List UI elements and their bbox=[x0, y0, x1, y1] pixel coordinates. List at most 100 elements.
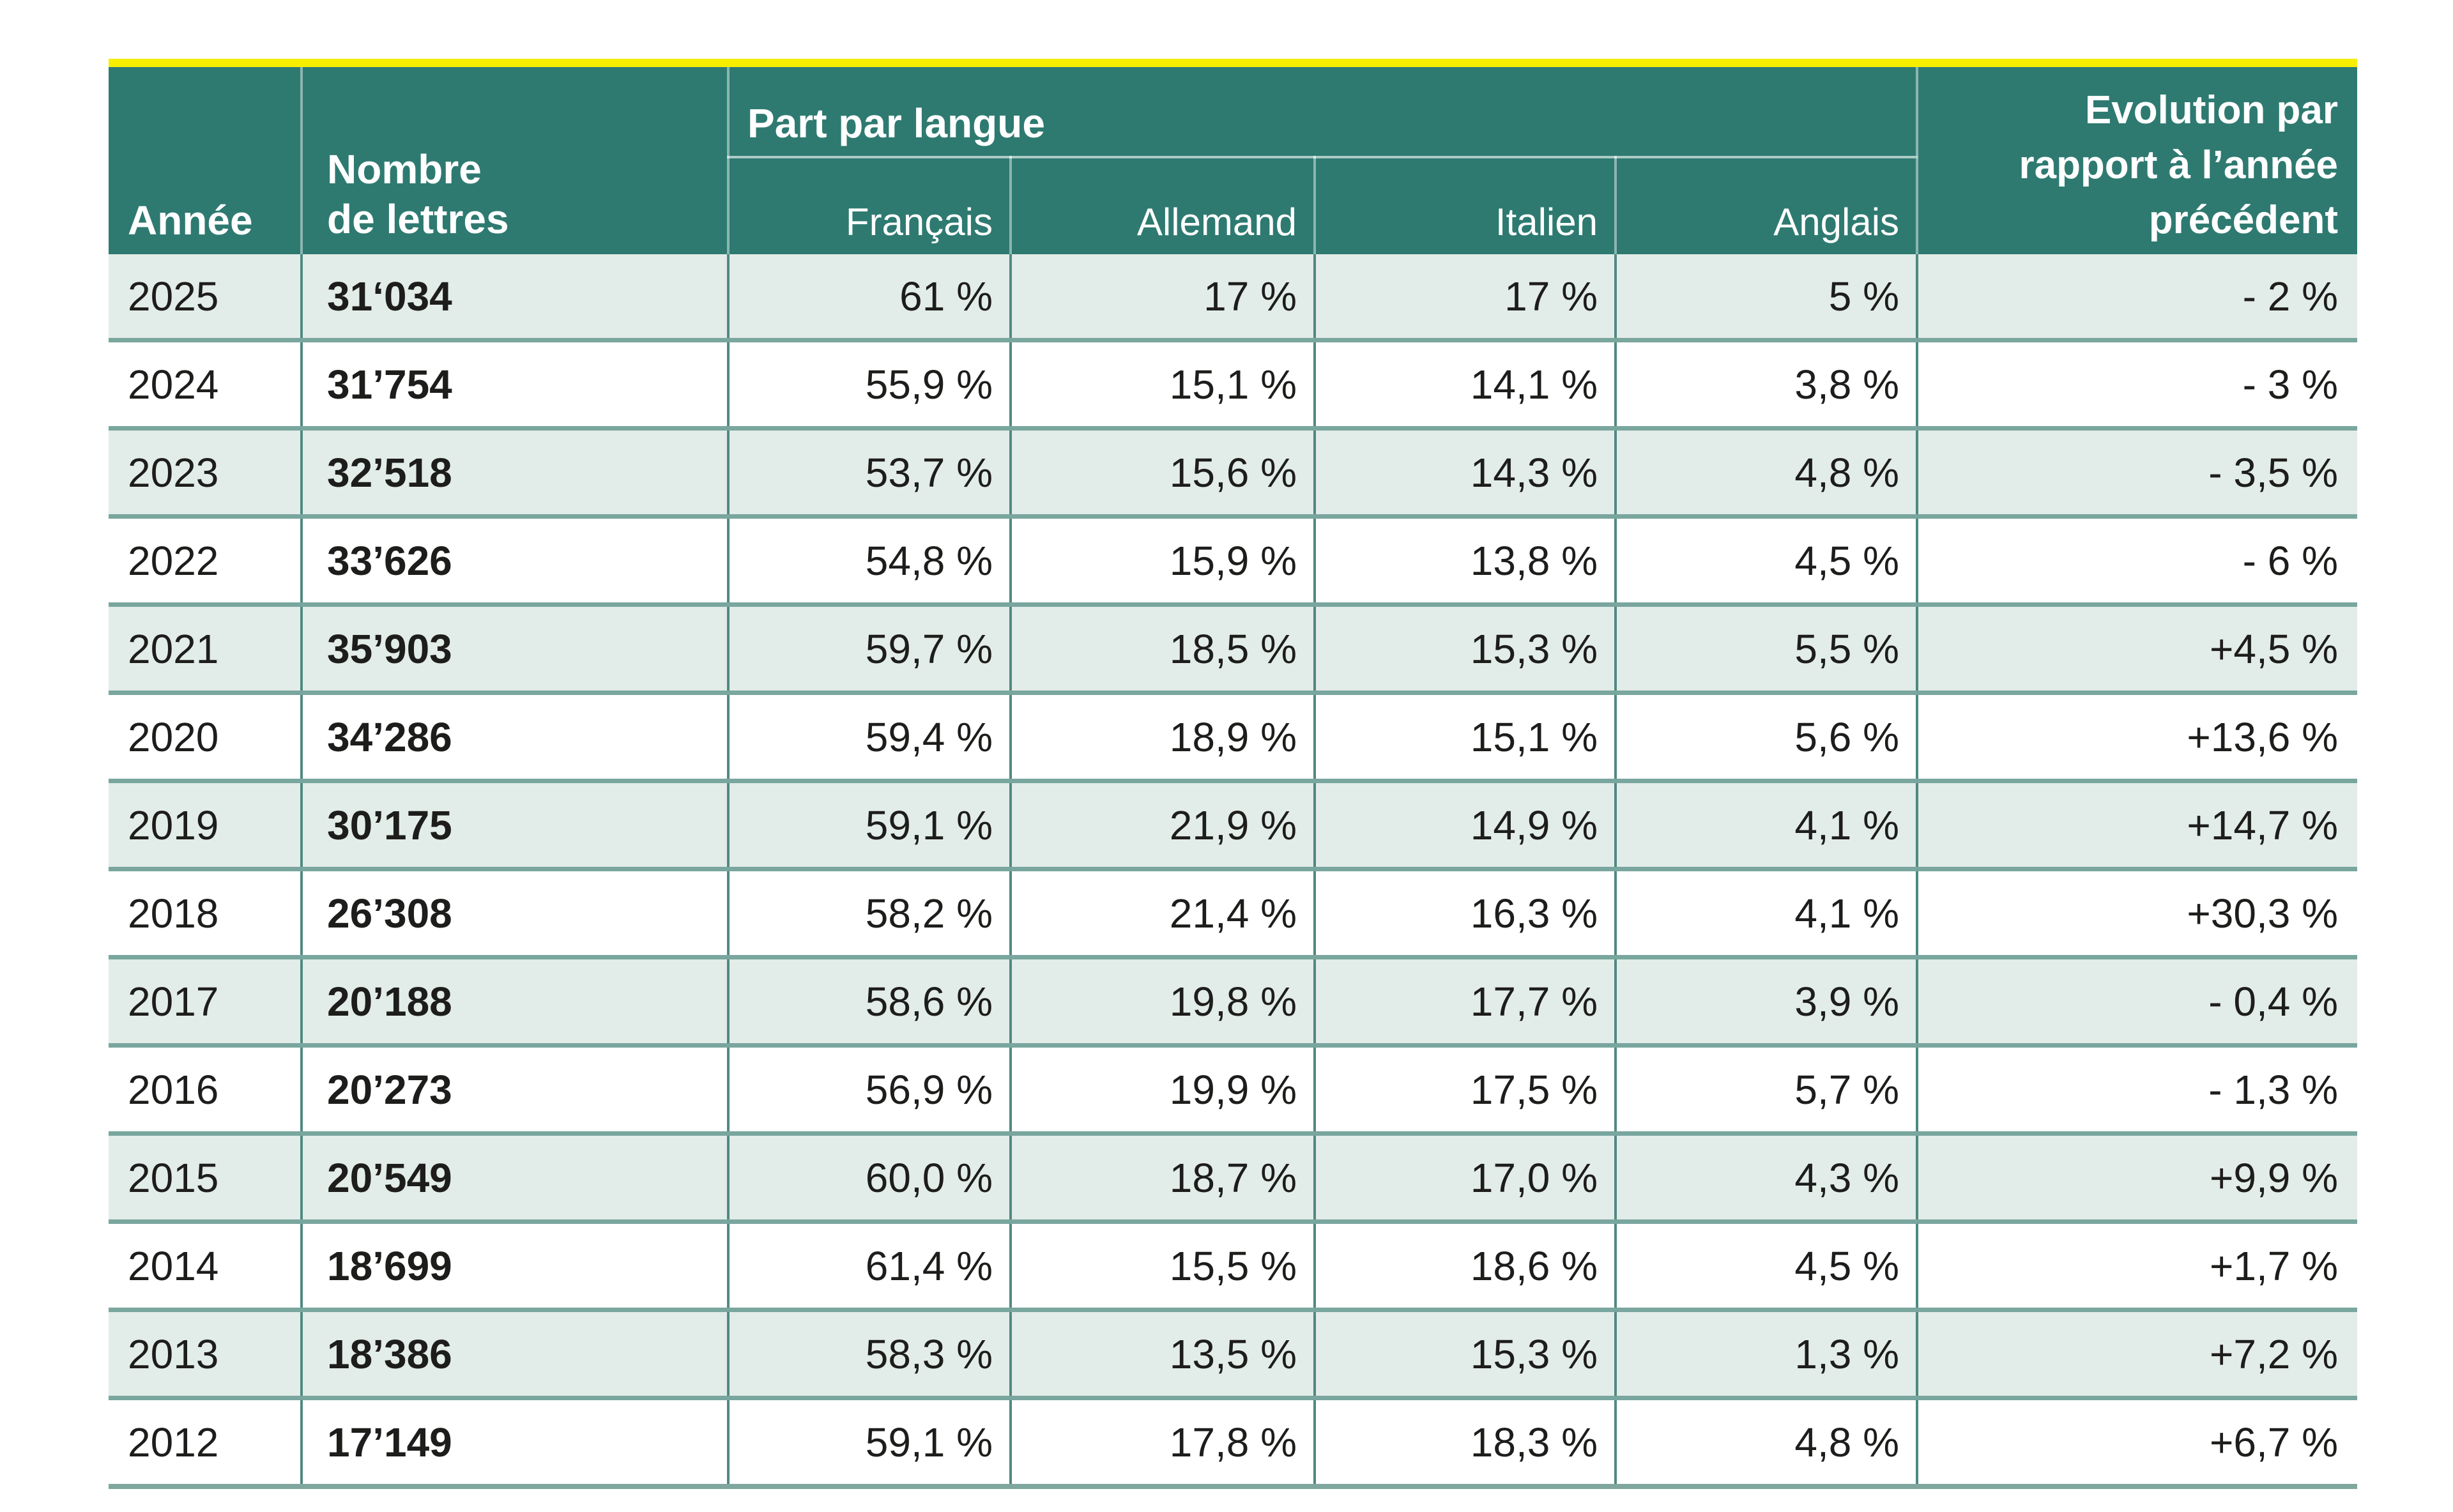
cell-pct-italian: 18,3 % bbox=[1313, 1396, 1616, 1489]
cell-pct-english: 1,3 % bbox=[1614, 1308, 1918, 1398]
cell-pct-italian: 17 % bbox=[1313, 254, 1616, 340]
cell-letter-count: 20’273 bbox=[300, 1043, 728, 1134]
cell-letter-count: 35’903 bbox=[300, 602, 728, 693]
cell-pct-italian: 13,8 % bbox=[1313, 514, 1616, 605]
cell-letter-count: 31‘034 bbox=[300, 254, 728, 340]
header-year: Année bbox=[109, 67, 302, 254]
cell-evolution: +9,9 % bbox=[1916, 1131, 2358, 1222]
cell-pct-italian: 17,0 % bbox=[1313, 1131, 1616, 1222]
header-lang-english: Anglais bbox=[1614, 157, 1918, 254]
cell-pct-german: 17 % bbox=[1009, 254, 1315, 340]
cell-pct-french: 55,9 % bbox=[727, 338, 1011, 429]
cell-evolution: +4,5 % bbox=[1916, 602, 2358, 693]
cell-pct-french: 56,9 % bbox=[727, 1043, 1011, 1134]
table-header: Année Nombre de lettres Part par langue … bbox=[109, 67, 2358, 254]
cell-evolution: - 1,3 % bbox=[1916, 1043, 2358, 1134]
cell-letter-count: 18’386 bbox=[300, 1308, 728, 1398]
table-row: 2013 18’386 58,3 % 13,5 % 15,3 % 1,3 % +… bbox=[109, 1308, 2358, 1398]
cell-pct-italian: 14,1 % bbox=[1313, 338, 1616, 429]
cell-letter-count: 20’188 bbox=[300, 955, 728, 1046]
cell-letter-count: 33’626 bbox=[300, 514, 728, 605]
cell-pct-english: 4,3 % bbox=[1614, 1131, 1918, 1222]
table-row: 2018 26’308 58,2 % 21,4 % 16,3 % 4,1 % +… bbox=[109, 867, 2358, 958]
cell-letter-count: 30’175 bbox=[300, 779, 728, 869]
table-row: 2017 20’188 58,6 % 19,8 % 17,7 % 3,9 % -… bbox=[109, 955, 2358, 1046]
cell-year: 2013 bbox=[109, 1308, 302, 1398]
cell-letter-count: 20’549 bbox=[300, 1131, 728, 1222]
cell-pct-italian: 14,9 % bbox=[1313, 779, 1616, 869]
cell-pct-french: 58,6 % bbox=[727, 955, 1011, 1046]
cell-pct-german: 15,1 % bbox=[1009, 338, 1315, 429]
cell-pct-english: 4,8 % bbox=[1614, 426, 1918, 517]
cell-pct-german: 17,8 % bbox=[1009, 1396, 1315, 1489]
cell-letter-count: 17’149 bbox=[300, 1396, 728, 1489]
cell-pct-french: 58,3 % bbox=[727, 1308, 1011, 1398]
cell-year: 2024 bbox=[109, 338, 302, 429]
table-row: 2025 31‘034 61 % 17 % 17 % 5 % - 2 % bbox=[109, 254, 2358, 340]
table-row: 2021 35’903 59,7 % 18,5 % 15,3 % 5,5 % +… bbox=[109, 602, 2358, 693]
cell-pct-english: 5,6 % bbox=[1614, 691, 1918, 781]
cell-evolution: - 3,5 % bbox=[1916, 426, 2358, 517]
cell-pct-french: 53,7 % bbox=[727, 426, 1011, 517]
cell-letter-count: 31’754 bbox=[300, 338, 728, 429]
cell-evolution: - 6 % bbox=[1916, 514, 2358, 605]
cell-pct-french: 59,7 % bbox=[727, 602, 1011, 693]
table-row: 2024 31’754 55,9 % 15,1 % 14,1 % 3,8 % -… bbox=[109, 338, 2358, 429]
cell-pct-italian: 15,1 % bbox=[1313, 691, 1616, 781]
cell-pct-german: 15,9 % bbox=[1009, 514, 1315, 605]
cell-pct-french: 59,1 % bbox=[727, 779, 1011, 869]
cell-pct-italian: 18,6 % bbox=[1313, 1219, 1616, 1310]
cell-year: 2015 bbox=[109, 1131, 302, 1222]
cell-evolution: - 3 % bbox=[1916, 338, 2358, 429]
header-lang-italian: Italien bbox=[1313, 157, 1616, 254]
accent-bar bbox=[109, 59, 2357, 67]
cell-pct-german: 15,5 % bbox=[1009, 1219, 1315, 1310]
cell-pct-english: 4,1 % bbox=[1614, 779, 1918, 869]
cell-year: 2021 bbox=[109, 602, 302, 693]
cell-pct-french: 58,2 % bbox=[727, 867, 1011, 958]
table-body: 2025 31‘034 61 % 17 % 17 % 5 % - 2 % 202… bbox=[109, 254, 2358, 1489]
header-lang-french: Français bbox=[727, 157, 1011, 254]
table-row: 2023 32’518 53,7 % 15,6 % 14,3 % 4,8 % -… bbox=[109, 426, 2358, 517]
cell-year: 2018 bbox=[109, 867, 302, 958]
cell-evolution: +14,7 % bbox=[1916, 779, 2358, 869]
cell-year: 2016 bbox=[109, 1043, 302, 1134]
cell-year: 2025 bbox=[109, 254, 302, 340]
cell-pct-english: 4,8 % bbox=[1614, 1396, 1918, 1489]
cell-pct-german: 18,5 % bbox=[1009, 602, 1315, 693]
cell-pct-german: 21,9 % bbox=[1009, 779, 1315, 869]
cell-evolution: +30,3 % bbox=[1916, 867, 2358, 958]
cell-pct-english: 3,8 % bbox=[1614, 338, 1918, 429]
cell-year: 2014 bbox=[109, 1219, 302, 1310]
cell-evolution: - 0,4 % bbox=[1916, 955, 2358, 1046]
cell-pct-italian: 17,7 % bbox=[1313, 955, 1616, 1046]
cell-pct-italian: 17,5 % bbox=[1313, 1043, 1616, 1134]
cell-pct-english: 4,5 % bbox=[1614, 1219, 1918, 1310]
cell-year: 2019 bbox=[109, 779, 302, 869]
cell-pct-english: 4,1 % bbox=[1614, 867, 1918, 958]
cell-pct-french: 61 % bbox=[727, 254, 1011, 340]
header-evolution: Evolution par rapport à l’année précéden… bbox=[1916, 67, 2358, 254]
cell-pct-german: 13,5 % bbox=[1009, 1308, 1315, 1398]
cell-year: 2020 bbox=[109, 691, 302, 781]
cell-evolution: - 2 % bbox=[1916, 254, 2358, 340]
cell-letter-count: 34’286 bbox=[300, 691, 728, 781]
table-row: 2012 17’149 59,1 % 17,8 % 18,3 % 4,8 % +… bbox=[109, 1396, 2358, 1489]
table-row: 2015 20’549 60,0 % 18,7 % 17,0 % 4,3 % +… bbox=[109, 1131, 2358, 1222]
cell-pct-english: 3,9 % bbox=[1614, 955, 1918, 1046]
cell-pct-english: 5 % bbox=[1614, 254, 1918, 340]
cell-pct-french: 61,4 % bbox=[727, 1219, 1011, 1310]
cell-pct-german: 19,8 % bbox=[1009, 955, 1315, 1046]
cell-pct-french: 59,1 % bbox=[727, 1396, 1011, 1489]
table-row: 2019 30’175 59,1 % 21,9 % 14,9 % 4,1 % +… bbox=[109, 779, 2358, 869]
table-row: 2022 33’626 54,8 % 15,9 % 13,8 % 4,5 % -… bbox=[109, 514, 2358, 605]
cell-evolution: +13,6 % bbox=[1916, 691, 2358, 781]
header-language-group: Part par langue bbox=[726, 67, 1918, 158]
table-row: 2014 18’699 61,4 % 15,5 % 18,6 % 4,5 % +… bbox=[109, 1219, 2358, 1310]
header-lang-german: Allemand bbox=[1009, 157, 1315, 254]
cell-letter-count: 32’518 bbox=[300, 426, 728, 517]
cell-year: 2022 bbox=[109, 514, 302, 605]
cell-pct-german: 15,6 % bbox=[1009, 426, 1315, 517]
cell-year: 2017 bbox=[109, 955, 302, 1046]
